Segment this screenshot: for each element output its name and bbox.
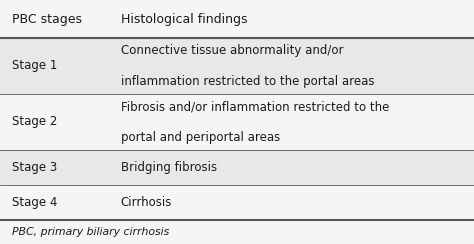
Text: Stage 3: Stage 3	[12, 161, 57, 174]
Text: inflammation restricted to the portal areas: inflammation restricted to the portal ar…	[121, 75, 374, 88]
Text: Stage 2: Stage 2	[12, 115, 57, 129]
Bar	[0, 220, 474, 244]
Text: Bridging fibrosis: Bridging fibrosis	[121, 161, 217, 174]
Text: Fibrosis and/or inflammation restricted to the: Fibrosis and/or inflammation restricted …	[121, 100, 389, 113]
Bar	[0, 0, 474, 38]
Text: Connective tissue abnormality and/or: Connective tissue abnormality and/or	[121, 44, 343, 57]
Text: Histological findings: Histological findings	[121, 12, 247, 26]
Text: Cirrhosis: Cirrhosis	[121, 196, 172, 209]
Bar	[0, 38, 474, 94]
Text: Stage 4: Stage 4	[12, 196, 57, 209]
Text: PBC stages: PBC stages	[12, 12, 82, 26]
Text: Stage 1: Stage 1	[12, 60, 57, 72]
Bar	[0, 150, 474, 185]
Bar	[0, 94, 474, 150]
Text: portal and periportal areas: portal and periportal areas	[121, 131, 280, 144]
Bar	[0, 185, 474, 220]
Text: PBC, primary biliary cirrhosis: PBC, primary biliary cirrhosis	[12, 227, 169, 237]
